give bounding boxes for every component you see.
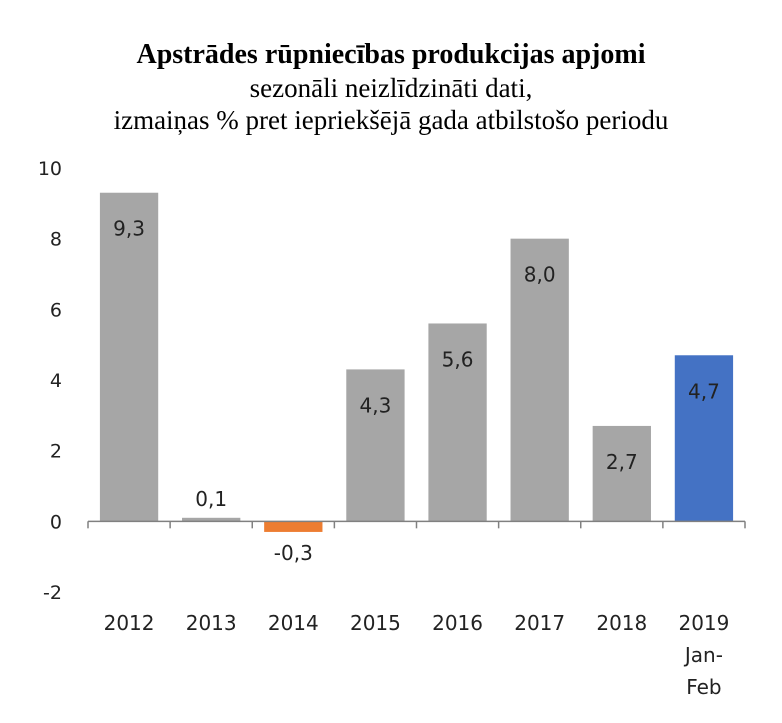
data-label: 2,7: [606, 450, 638, 474]
y-tick-label: 10: [38, 158, 62, 180]
x-tick-label: 2018: [596, 611, 647, 635]
bar: [346, 369, 405, 522]
y-tick-label: -2: [43, 582, 62, 604]
y-tick-label: 8: [50, 229, 62, 251]
chart-subtitle-line1: sezonāli neizlīdzināti dati,: [249, 73, 533, 103]
x-tick-label: 2016: [432, 611, 483, 635]
x-tick-label: Feb: [686, 675, 721, 699]
bar: [674, 355, 734, 522]
data-label: -0,3: [274, 541, 313, 565]
y-tick-label: 2: [50, 441, 62, 463]
bar: [99, 192, 159, 522]
y-tick-label: 4: [50, 370, 62, 392]
bar: [264, 521, 323, 532]
x-tick-label: 2012: [104, 611, 155, 635]
chart-title: Apstrādes rūpniecības produkcijas apjomi: [136, 39, 646, 70]
data-label: 9,3: [113, 217, 145, 241]
data-label: 4,3: [360, 393, 392, 417]
data-label: 4,7: [688, 379, 720, 403]
bar: [510, 238, 569, 522]
y-tick-label: 0: [50, 511, 62, 533]
x-tick-label: 2014: [268, 611, 319, 635]
chart-subtitle-line2: izmaiņas % pret iepriekšējā gada atbilst…: [113, 105, 669, 135]
x-tick-label: 2017: [514, 611, 565, 635]
x-tick-label: 2015: [350, 611, 401, 635]
y-tick-label: 6: [50, 299, 62, 321]
data-label: 8,0: [524, 263, 556, 287]
x-tick-label: 2019: [678, 611, 729, 635]
bar: [182, 517, 241, 522]
chart-title-block: Apstrādes rūpniecības produkcijas apjomi…: [0, 38, 782, 137]
data-label: 0,1: [195, 487, 227, 511]
bar: [428, 323, 487, 522]
x-tick-label: 2013: [186, 611, 237, 635]
x-tick-label: Jan-: [683, 643, 723, 667]
data-label: 5,6: [442, 347, 474, 371]
bar: [592, 425, 651, 522]
